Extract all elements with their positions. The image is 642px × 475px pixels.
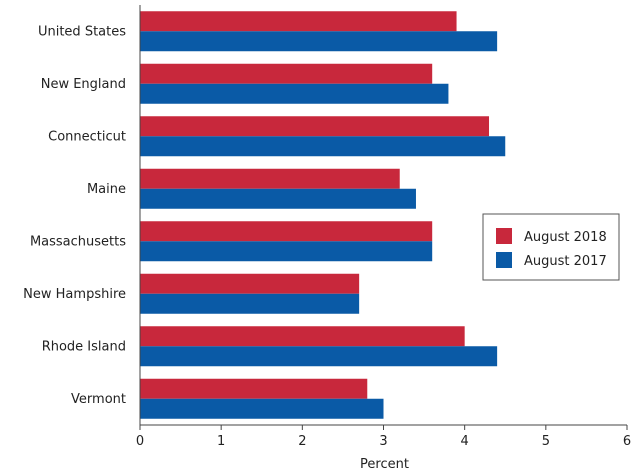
x-tick-label: 4	[461, 434, 469, 449]
category-label: Massachusetts	[30, 234, 126, 249]
x-tick-label: 0	[136, 434, 144, 449]
x-tick-label: 6	[623, 434, 631, 449]
x-tick-label: 3	[379, 434, 387, 449]
legend-swatch	[496, 252, 512, 268]
category-label: United States	[38, 24, 126, 39]
bar-vermont-series-1	[140, 378, 368, 399]
legend-box	[482, 213, 620, 281]
bar-rhode-island-series-2	[140, 346, 498, 367]
legend-label: August 2017	[524, 254, 607, 269]
x-tick-label: 5	[542, 434, 550, 449]
bar-new-hampshire-series-2	[140, 293, 360, 314]
bar-united-states-series-1	[140, 11, 457, 32]
x-axis-title: Percent	[360, 457, 409, 472]
bar-maine-series-1	[140, 168, 400, 189]
bar-connecticut-series-2	[140, 136, 506, 157]
category-labels: United States New England Connecticut Maine…	[23, 24, 126, 407]
x-axis-ticks: 0 1 2 3 4 5 6	[136, 425, 631, 449]
bar-vermont-series-2	[140, 398, 384, 419]
bar-connecticut-series-1	[140, 116, 490, 137]
category-label: Connecticut	[48, 129, 126, 144]
bar-rhode-island-series-1	[140, 326, 465, 347]
category-label: New England	[41, 77, 126, 92]
bar-united-states-series-2	[140, 31, 498, 52]
bar-massachusetts-series-2	[140, 241, 433, 262]
category-label: Maine	[87, 182, 126, 197]
legend-label: August 2018	[524, 230, 607, 245]
bar-new-england-series-2	[140, 83, 449, 104]
category-label: New Hampshire	[23, 287, 126, 302]
legend-swatch	[496, 228, 512, 244]
x-tick-label: 1	[217, 434, 225, 449]
bar-massachusetts-series-1	[140, 221, 433, 242]
x-tick-label: 2	[298, 434, 306, 449]
legend: August 2018 August 2017	[482, 213, 620, 281]
category-label: Vermont	[71, 392, 126, 407]
bar-new-england-series-1	[140, 63, 433, 84]
bar-new-hampshire-series-1	[140, 273, 360, 294]
category-label: Rhode Island	[42, 339, 126, 354]
bar-maine-series-2	[140, 188, 416, 209]
bars-group	[140, 11, 506, 419]
